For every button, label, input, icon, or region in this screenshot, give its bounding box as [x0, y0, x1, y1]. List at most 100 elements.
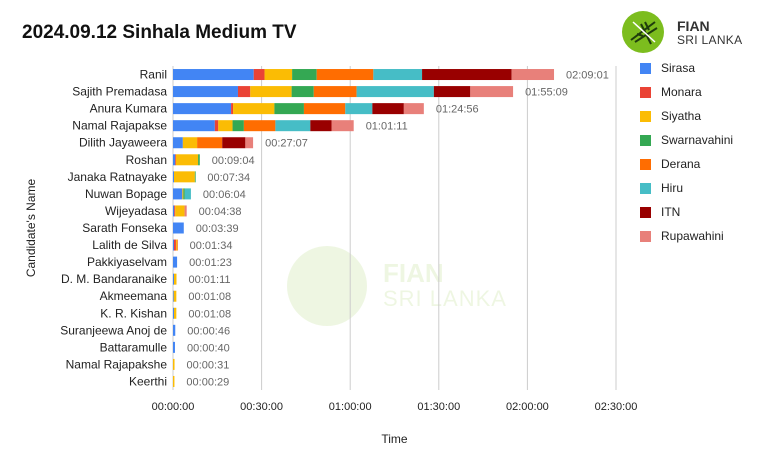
watermark-text-fian: FIAN — [383, 258, 444, 288]
legend-item: Hiru — [640, 181, 750, 196]
total-label: 00:03:39 — [196, 223, 239, 235]
bar-segment — [231, 103, 234, 115]
category-label: Battaramulle — [100, 340, 168, 354]
bar-segment — [173, 290, 174, 302]
bar-segment — [173, 86, 238, 98]
total-label: 00:27:07 — [265, 138, 308, 150]
total-label: 00:01:08 — [188, 291, 231, 303]
legend-swatch — [640, 183, 651, 194]
bar-segment — [173, 358, 175, 370]
x-tick-label: 01:00:00 — [329, 401, 372, 413]
legend-item: Rupawahini — [640, 229, 750, 244]
bar-segment — [176, 239, 178, 251]
total-label: 00:01:11 — [188, 274, 230, 286]
legend-swatch — [640, 111, 651, 122]
category-label: Roshan — [126, 153, 167, 167]
logo-text-srilanka: SRI LANKA — [677, 33, 743, 47]
category-label: Namal Rajapakshe — [66, 357, 168, 371]
bar-segment — [173, 324, 176, 336]
bar-segment — [183, 188, 185, 200]
bar-segment — [175, 154, 177, 166]
x-tick-label: 02:00:00 — [506, 401, 549, 413]
total-label: 00:09:04 — [212, 155, 255, 167]
bar-segment — [173, 188, 183, 200]
bar-segment — [422, 69, 512, 81]
bar-segment — [198, 154, 200, 166]
total-label: 00:00:31 — [187, 359, 230, 371]
bar-segment — [175, 205, 185, 217]
legend-label: Rupawahini — [661, 229, 724, 243]
bar-segment — [245, 137, 254, 149]
category-label: Ranil — [140, 68, 167, 82]
legend-label: Hiru — [661, 181, 684, 195]
bar-segment — [173, 341, 175, 353]
category-label: Suranjeewa Anoj de — [60, 323, 167, 337]
total-label: 00:01:34 — [190, 240, 233, 252]
bar-segment — [316, 69, 374, 81]
bar-segment — [173, 273, 177, 285]
y-axis-title: Candidate's Name — [24, 179, 38, 278]
legend-swatch — [640, 87, 651, 98]
category-label: Namal Rajapakse — [72, 119, 167, 133]
bar-segment — [331, 120, 354, 132]
watermark-text-srilanka: SRI LANKA — [383, 286, 507, 311]
bar-segment — [175, 154, 199, 166]
bar-segment — [470, 86, 514, 98]
bar-segment — [250, 86, 292, 98]
bar-segment — [274, 103, 304, 115]
bar-segment — [173, 375, 175, 387]
total-label: 00:01:08 — [188, 308, 231, 320]
x-tick-label: 00:00:00 — [152, 401, 195, 413]
category-label: D. M. Bandaranaike — [61, 272, 167, 286]
bar-segment — [345, 103, 373, 115]
x-tick-label: 00:30:00 — [240, 401, 283, 413]
bar-segment — [372, 103, 404, 115]
chart-title: 2024.09.12 Sinhala Medium TV — [22, 22, 297, 43]
bar-segment — [303, 103, 346, 115]
bar-segment — [173, 239, 174, 251]
bar-segment — [173, 222, 184, 234]
bar-segment — [173, 171, 174, 183]
category-label: Dilith Jayaweera — [79, 136, 167, 150]
category-label: Keerthi — [129, 374, 167, 388]
bar-segment — [173, 137, 183, 149]
category-label: Sajith Premadasa — [72, 85, 167, 99]
total-label: 01:01:11 — [366, 121, 408, 133]
bar-segment — [233, 103, 275, 115]
x-tick-label: 01:30:00 — [417, 401, 460, 413]
bar-segment — [403, 103, 424, 115]
bar-segment — [173, 290, 177, 302]
bar-segment — [184, 188, 191, 200]
legend-label: Derana — [661, 157, 701, 171]
bar-segment — [356, 86, 434, 98]
total-label: 00:00:46 — [187, 325, 230, 337]
fian-logo: FIAN SRI LANKA — [621, 10, 751, 54]
total-label: 01:24:56 — [436, 104, 479, 116]
bar-segment — [173, 120, 215, 132]
watermark: FIAN SRI LANKA — [287, 236, 527, 336]
legend-label: Sirasa — [661, 61, 696, 75]
legend-item: Monara — [640, 85, 750, 100]
legend-swatch — [640, 63, 651, 74]
category-label: Sarath Fonseka — [82, 221, 167, 235]
bar-segment — [275, 120, 311, 132]
bar-segment — [237, 86, 251, 98]
bar-segment — [184, 205, 187, 217]
category-label: Janaka Ratnayake — [68, 170, 168, 184]
logo-text-fian: FIAN — [677, 18, 710, 34]
legend-label: ITN — [661, 205, 681, 219]
bar-segment — [264, 69, 293, 81]
bar-segment — [194, 171, 196, 183]
legend-item: Siyatha — [640, 109, 750, 124]
total-label: 02:09:01 — [566, 70, 609, 82]
x-tick-label: 02:30:00 — [595, 401, 638, 413]
category-label: Nuwan Bopage — [85, 187, 167, 201]
legend-item: Sirasa — [640, 61, 750, 76]
bar-segment — [433, 86, 471, 98]
legend-label: Swarnavahini — [661, 133, 734, 147]
bar-segment — [173, 256, 178, 268]
bar-segment — [310, 120, 332, 132]
bar-segment — [173, 307, 174, 319]
legend-swatch — [640, 135, 651, 146]
